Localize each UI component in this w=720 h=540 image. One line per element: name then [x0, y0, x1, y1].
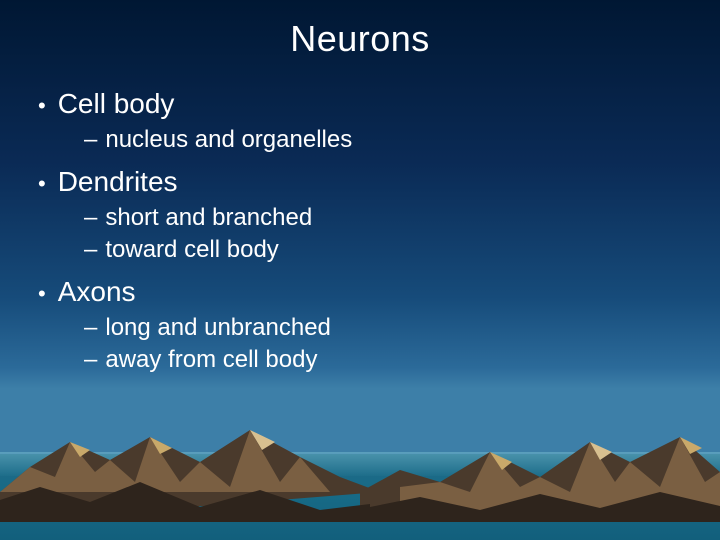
dash-icon: –: [84, 204, 97, 232]
slide-content: • Cell body – nucleus and organelles • D…: [34, 88, 686, 374]
bullet-dot-icon: •: [38, 92, 46, 120]
dash-icon: –: [84, 236, 97, 264]
bullet-dendrites: • Dendrites: [38, 166, 686, 198]
sub-bullet: – away from cell body: [84, 346, 686, 374]
sub-bullet: – nucleus and organelles: [84, 126, 686, 154]
bullet-dot-icon: •: [38, 280, 46, 308]
dash-icon: –: [84, 346, 97, 374]
sub-bullet: – long and unbranched: [84, 314, 686, 342]
sub-bullet-text: short and branched: [105, 204, 312, 232]
sub-bullet: – short and branched: [84, 204, 686, 232]
dash-icon: –: [84, 314, 97, 342]
bullet-axons: • Axons: [38, 276, 686, 308]
sub-bullet-text: toward cell body: [105, 236, 278, 264]
sub-bullet: – toward cell body: [84, 236, 686, 264]
bullet-text: Cell body: [58, 88, 175, 120]
bullet-cell-body: • Cell body: [38, 88, 686, 120]
sub-bullet-text: away from cell body: [105, 346, 317, 374]
sub-bullet-text: long and unbranched: [105, 314, 331, 342]
bullet-text: Axons: [58, 276, 136, 308]
bullet-text: Dendrites: [58, 166, 178, 198]
sub-bullet-text: nucleus and organelles: [105, 126, 352, 154]
bullet-dot-icon: •: [38, 170, 46, 198]
slide-title: Neurons: [34, 18, 686, 60]
dash-icon: –: [84, 126, 97, 154]
